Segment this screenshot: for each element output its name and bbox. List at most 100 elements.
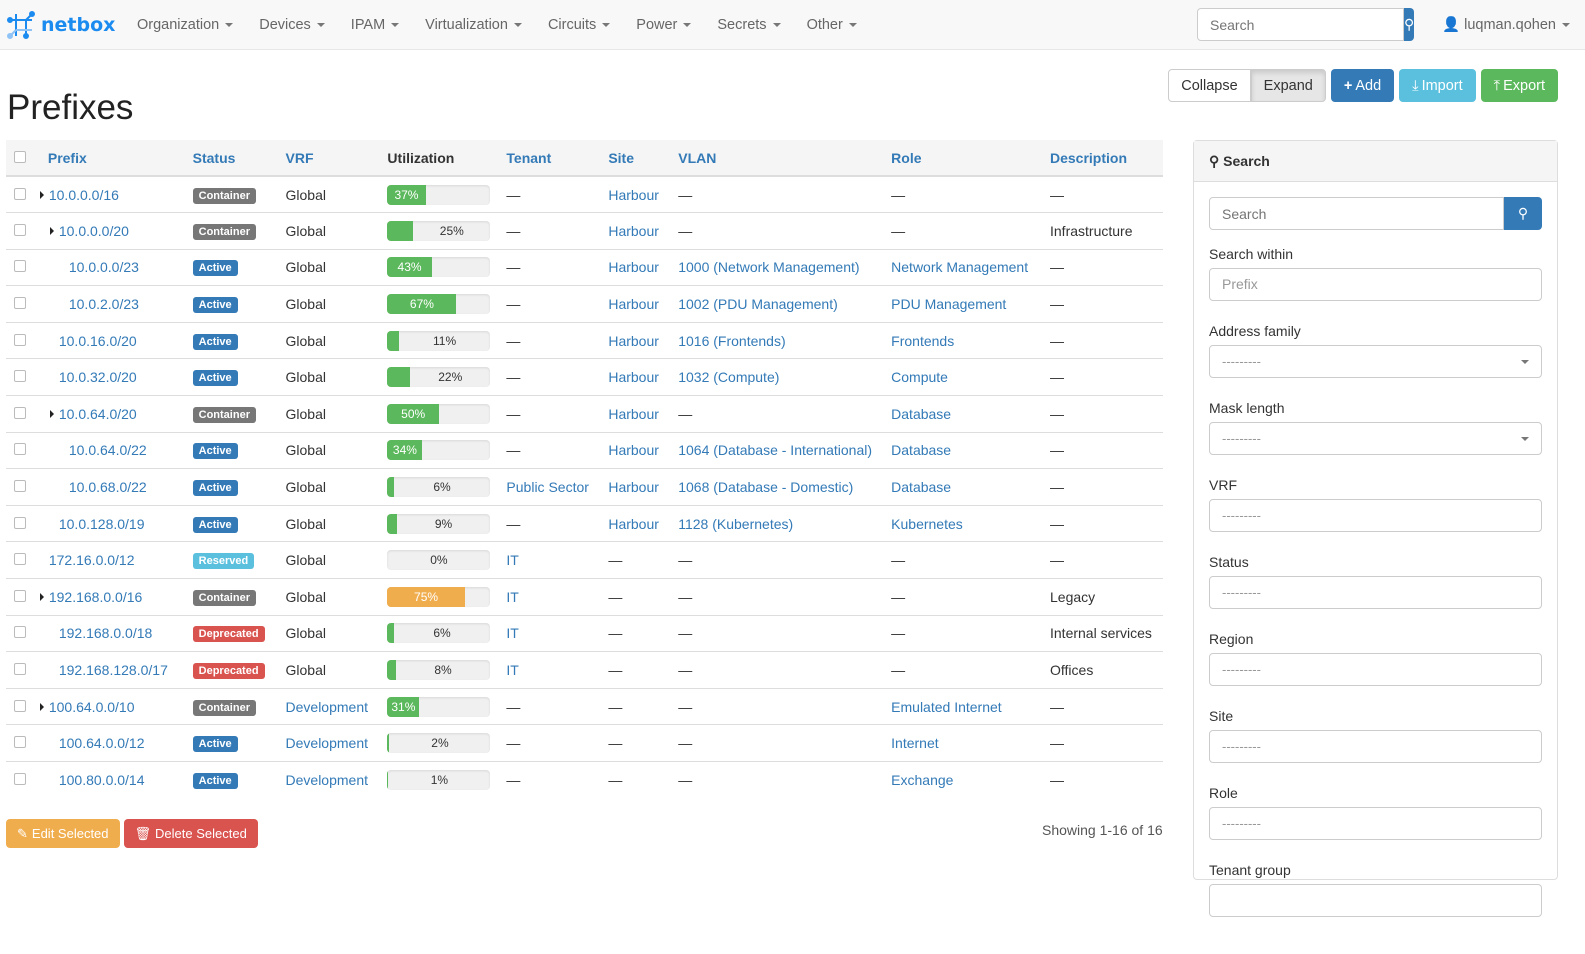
column-header-vrf[interactable]: VRF [277,140,380,177]
row-checkbox[interactable] [14,370,26,383]
collapse-button[interactable]: Collapse [1168,69,1251,102]
prefix-link[interactable]: 10.0.0.0/16 [48,186,119,203]
column-header-description[interactable]: Description [1042,140,1163,177]
vlan-link[interactable]: 1068 (Database - Domestic) [678,479,854,496]
prefix-link[interactable]: 10.0.64.0/22 [68,442,147,459]
prefix-link[interactable]: 10.0.0.0/20 [58,222,129,239]
row-checkbox[interactable] [14,443,26,456]
navbar-search-button[interactable]: ⚲ [1404,8,1415,41]
expand-toggle-icon[interactable] [49,226,54,235]
row-checkbox[interactable] [14,297,26,310]
site-link[interactable]: Harbour [608,369,659,386]
prefix-link[interactable]: 10.0.68.0/22 [68,479,147,496]
expand-button[interactable]: Expand [1250,69,1326,102]
prefix-link[interactable]: 100.64.0.0/10 [48,698,135,715]
site-link[interactable]: Harbour [608,186,659,203]
vlan-link[interactable]: 1016 (Frontends) [678,332,786,349]
prefix-link[interactable]: 100.64.0.0/12 [58,735,145,752]
filter-search-button[interactable]: ⚲ [1504,197,1542,230]
prefix-link[interactable]: 192.168.0.0/16 [48,588,143,605]
role-link[interactable]: Kubernetes [891,515,963,532]
prefix-link[interactable]: 192.168.128.0/17 [58,662,168,679]
role-link[interactable]: Internet [891,735,939,752]
role-link[interactable]: Exchange [891,772,954,789]
nav-menu-organization[interactable]: Organization [124,0,246,50]
mask-length-select[interactable]: --------- [1209,422,1542,455]
tenant-link[interactable]: IT [506,552,519,569]
site-link[interactable]: Harbour [608,515,659,532]
nav-menu-other[interactable]: Other [794,0,870,50]
user-menu[interactable]: 👤 luqman.qohen [1442,0,1571,50]
expand-toggle-icon[interactable] [39,190,44,199]
role-link[interactable]: PDU Management [891,296,1007,313]
site-link[interactable]: Harbour [608,479,659,496]
nav-menu-virtualization[interactable]: Virtualization [412,0,535,50]
vrf-link[interactable]: Development [285,698,369,715]
role-link[interactable]: Database [891,442,952,459]
role-link[interactable]: Emulated Internet [891,698,1002,715]
navbar-search-input[interactable] [1197,8,1404,41]
site-link[interactable]: Harbour [608,332,659,349]
nav-menu-power[interactable]: Power [623,0,704,50]
tenant-link[interactable]: IT [506,625,519,642]
prefix-link[interactable]: 100.80.0.0/14 [58,772,145,789]
row-checkbox[interactable] [14,187,26,200]
delete-selected-button[interactable]: 🗑 Delete Selected [123,819,258,848]
edit-selected-button[interactable]: ✎ Edit Selected [6,819,120,848]
nav-menu-ipam[interactable]: IPAM [338,0,412,50]
prefix-link[interactable]: 10.0.16.0/20 [58,332,137,349]
region-input[interactable]: --------- [1209,653,1542,686]
row-checkbox[interactable] [14,626,26,639]
address-family-select[interactable]: --------- [1209,345,1542,378]
site-input[interactable]: --------- [1209,730,1542,763]
row-checkbox[interactable] [14,260,26,273]
import-button[interactable]: ⤓ Import [1399,69,1476,102]
nav-menu-secrets[interactable]: Secrets [704,0,793,50]
vlan-link[interactable]: 1032 (Compute) [678,369,780,386]
vlan-link[interactable]: 1000 (Network Management) [678,259,860,276]
row-checkbox[interactable] [14,516,26,529]
row-checkbox[interactable] [14,553,26,566]
site-link[interactable]: Harbour [608,259,659,276]
role-link[interactable]: Compute [891,369,948,386]
vrf-link[interactable]: Development [285,772,369,789]
nav-menu-circuits[interactable]: Circuits [535,0,623,50]
column-header-status[interactable]: Status [184,140,278,177]
export-button[interactable]: ⤒ Export [1480,69,1558,102]
row-checkbox[interactable] [14,663,26,676]
row-checkbox[interactable] [14,406,26,419]
prefix-link[interactable]: 10.0.64.0/20 [58,405,137,422]
filter-search-input[interactable] [1209,197,1504,230]
tenant-link[interactable]: IT [506,662,519,679]
row-checkbox[interactable] [14,480,26,493]
prefix-link[interactable]: 10.0.0.0/23 [68,259,139,276]
vlan-link[interactable]: 1128 (Kubernetes) [678,515,794,532]
column-header-vlan[interactable]: VLAN [670,140,884,177]
row-checkbox[interactable] [14,333,26,346]
search-within-input[interactable]: Prefix [1209,268,1542,301]
vlan-link[interactable]: 1064 (Database - International) [678,442,873,459]
prefix-link[interactable]: 10.0.32.0/20 [58,369,137,386]
expand-toggle-icon[interactable] [39,702,44,711]
role-link[interactable]: Network Management [891,259,1029,276]
row-checkbox[interactable] [14,699,26,712]
expand-toggle-icon[interactable] [49,409,54,418]
role-link[interactable]: Database [891,405,952,422]
role-link[interactable]: Frontends [891,332,955,349]
site-link[interactable]: Harbour [608,222,659,239]
column-header-role[interactable]: Role [883,140,1042,177]
row-checkbox[interactable] [14,589,26,602]
row-checkbox[interactable] [14,773,26,786]
netbox-logo[interactable]: netbox [7,10,115,40]
add-button[interactable]: + Add [1330,69,1395,102]
tenant-link[interactable]: IT [506,588,519,605]
site-link[interactable]: Harbour [608,442,659,459]
status-input[interactable]: --------- [1209,576,1542,609]
column-header-tenant[interactable]: Tenant [498,140,601,177]
tenant-group-input[interactable] [1209,884,1542,917]
vrf-link[interactable]: Development [285,735,369,752]
site-link[interactable]: Harbour [608,296,659,313]
prefix-link[interactable]: 192.168.0.0/18 [58,625,153,642]
role-input[interactable]: --------- [1209,807,1542,840]
prefix-link[interactable]: 10.0.128.0/19 [58,515,145,532]
